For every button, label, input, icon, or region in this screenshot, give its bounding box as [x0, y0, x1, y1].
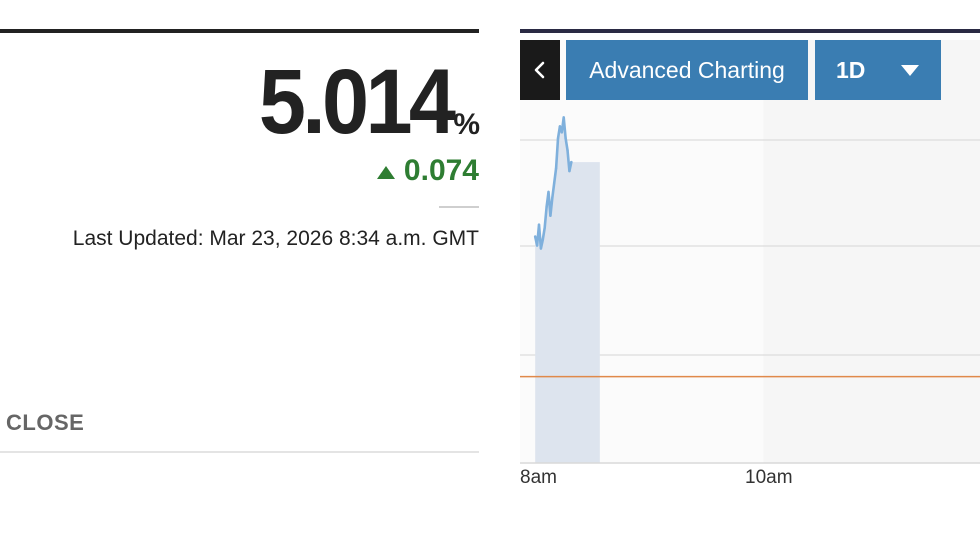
series-point — [535, 244, 539, 247]
price-chart — [520, 40, 980, 464]
series-point — [539, 247, 543, 250]
back-button[interactable] — [520, 40, 560, 100]
range-dropdown[interactable]: 1D — [815, 40, 941, 100]
series-point — [534, 235, 537, 238]
price-value: 5.014 — [258, 51, 456, 153]
quote-top-rule — [0, 29, 479, 33]
series-point — [543, 226, 546, 229]
series-point — [570, 160, 573, 164]
series-point — [564, 137, 567, 140]
divider — [0, 451, 479, 453]
chart-top-rule — [520, 29, 980, 33]
series-point — [560, 131, 564, 134]
series-point — [562, 116, 565, 119]
price-change: 0.074 — [376, 154, 479, 187]
series-point — [566, 149, 569, 152]
price-display: 5.014 % — [242, 56, 480, 148]
series-point — [558, 125, 562, 128]
range-label: 1D — [836, 56, 866, 83]
change-value: 0.074 — [403, 154, 479, 187]
x-tick-label: 8am — [520, 467, 557, 488]
price-unit: % — [453, 108, 480, 141]
series-point — [551, 196, 554, 200]
series-point — [545, 205, 548, 209]
series-point — [554, 166, 558, 170]
series-points — [534, 116, 573, 250]
last-updated-timestamp: Last Updated: Mar 23, 2026 8:34 a.m. GMT — [72, 227, 479, 250]
close-label: CLOSE — [6, 410, 85, 435]
chevron-left-icon — [534, 61, 545, 79]
series-point — [541, 238, 545, 241]
advanced-charting-button[interactable]: Advanced Charting — [566, 40, 808, 100]
up-arrow-icon — [376, 165, 395, 179]
series-line — [533, 116, 573, 250]
series-point — [537, 223, 541, 226]
divider — [439, 206, 479, 208]
series-point — [549, 214, 552, 217]
advanced-charting-label: Advanced Charting — [589, 56, 785, 83]
caret-down-icon — [901, 65, 919, 76]
x-tick-label: 10am — [745, 467, 793, 488]
series-point — [547, 190, 550, 194]
series-point — [568, 169, 571, 173]
series-point — [556, 137, 560, 140]
series-point — [553, 181, 556, 185]
